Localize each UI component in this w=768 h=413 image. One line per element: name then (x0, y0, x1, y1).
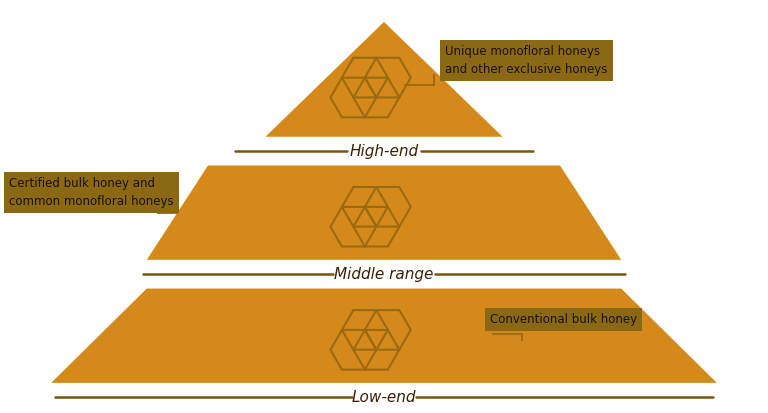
Text: High-end: High-end (349, 144, 419, 159)
Text: Middle range: Middle range (334, 267, 434, 282)
Polygon shape (51, 289, 717, 383)
Text: Certified bulk honey and
common monofloral honeys: Certified bulk honey and common monoflor… (9, 177, 174, 208)
Polygon shape (147, 166, 621, 260)
Text: Low-end: Low-end (352, 390, 416, 405)
Text: Unique monofloral honeys
and other exclusive honeys: Unique monofloral honeys and other exclu… (445, 45, 607, 76)
Polygon shape (266, 22, 502, 137)
Text: Conventional bulk honey: Conventional bulk honey (490, 313, 637, 326)
